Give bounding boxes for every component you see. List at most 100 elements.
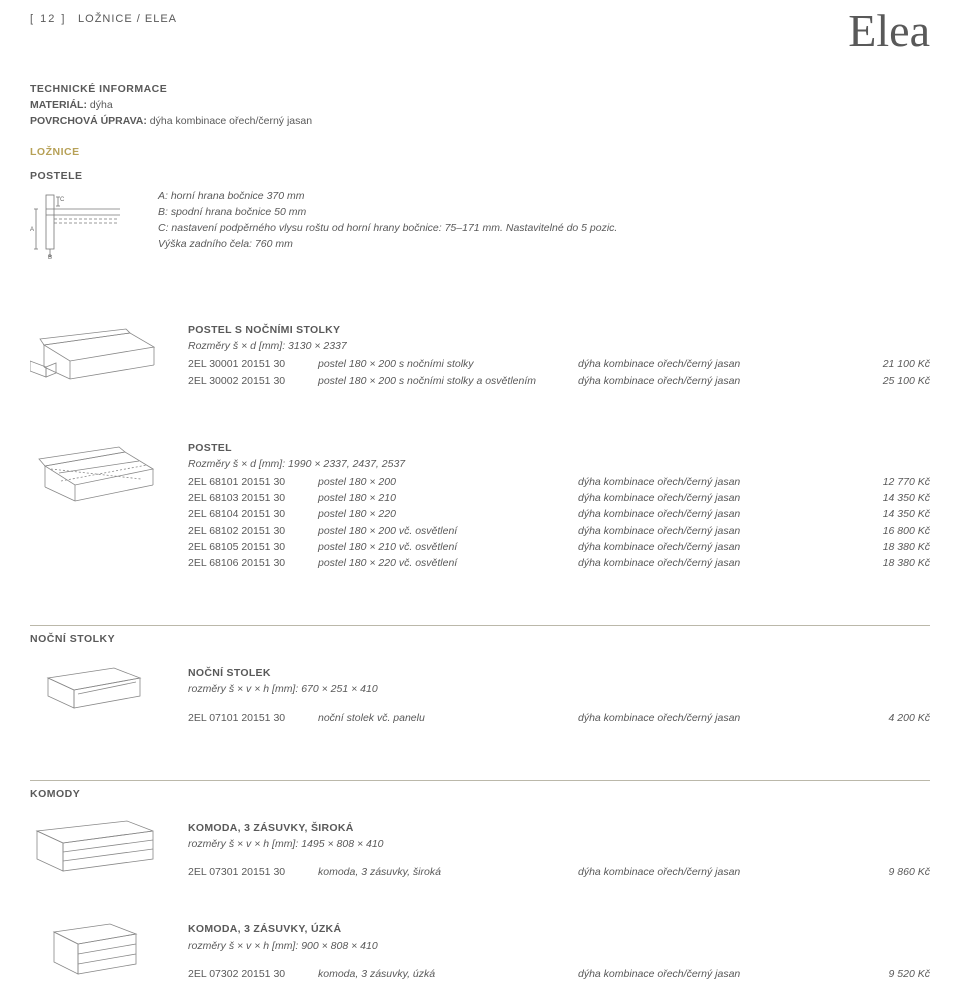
product-desc: komoda, 3 zásuvky, úzká	[318, 966, 578, 982]
product-price: 25 100 Kč	[850, 373, 930, 389]
postele-line: B: spodní hrana bočnice 50 mm	[158, 205, 617, 219]
product-price: 9 520 Kč	[850, 966, 930, 982]
product-dims: rozměry š × v × h [mm]: 670 × 251 × 410	[188, 682, 930, 696]
product-table: 2EL 07301 20151 30komoda, 3 zásuvky, šir…	[188, 864, 930, 880]
tech-info: TECHNICKÉ INFORMACE MATERIÁL: dýha POVRC…	[30, 82, 930, 129]
product-title: KOMODA, 3 ZÁSUVKY, ÚZKÁ	[188, 922, 930, 936]
table-row: 2EL 68101 20151 30postel 180 × 200dýha k…	[188, 474, 930, 490]
svg-text:A: A	[30, 227, 34, 233]
table-row: 2EL 68105 20151 30postel 180 × 210 vč. o…	[188, 539, 930, 555]
product-finish: dýha kombinace ořech/černý jasan	[578, 555, 850, 571]
product-code: 2EL 30001 20151 30	[188, 356, 318, 372]
product-desc: postel 180 × 200 s nočními stolky a osvě…	[318, 373, 578, 389]
tech-surface-label: POVRCHOVÁ ÚPRAVA:	[30, 115, 147, 127]
product-finish: dýha kombinace ořech/černý jasan	[578, 474, 850, 490]
product-table: 2EL 07302 20151 30komoda, 3 zásuvky, úzk…	[188, 966, 930, 982]
tech-surface-value: dýha kombinace ořech/černý jasan	[150, 115, 312, 127]
product-block: NOČNÍ STOLEK rozměry š × v × h [mm]: 670…	[30, 664, 930, 726]
product-price: 14 350 Kč	[850, 490, 930, 506]
product-price: 16 800 Kč	[850, 523, 930, 539]
product-code: 2EL 68102 20151 30	[188, 523, 318, 539]
product-price: 12 770 Kč	[850, 474, 930, 490]
product-desc: noční stolek vč. panelu	[318, 710, 578, 726]
product-desc: postel 180 × 200 vč. osvětlení	[318, 523, 578, 539]
product-title: KOMODA, 3 ZÁSUVKY, ŠIROKÁ	[188, 821, 930, 835]
wide-dresser-icon	[30, 819, 160, 881]
product-price: 9 860 Kč	[850, 864, 930, 880]
tech-material-value: dýha	[90, 99, 113, 111]
tech-line-material: MATERIÁL: dýha	[30, 98, 930, 112]
bed-section-diagram-icon: A C B	[30, 189, 140, 263]
product-table: 2EL 68101 20151 30postel 180 × 200dýha k…	[188, 474, 930, 571]
product-finish: dýha kombinace ořech/černý jasan	[578, 373, 850, 389]
table-row: 2EL 07101 20151 30noční stolek vč. panel…	[188, 710, 930, 726]
product-price: 18 380 Kč	[850, 555, 930, 571]
bed-with-nightstands-icon	[30, 321, 160, 389]
table-row: 2EL 68103 20151 30postel 180 × 210dýha k…	[188, 490, 930, 506]
section-divider-komody: KOMODY	[30, 780, 930, 801]
product-code: 2EL 68101 20151 30	[188, 474, 318, 490]
postele-text: A: horní hrana bočnice 370 mm B: spodní …	[158, 189, 617, 263]
tech-line-surface: POVRCHOVÁ ÚPRAVA: dýha kombinace ořech/č…	[30, 114, 930, 128]
product-finish: dýha kombinace ořech/černý jasan	[578, 523, 850, 539]
table-row: 2EL 30002 20151 30 postel 180 × 200 s no…	[188, 373, 930, 389]
product-dims: rozměry š × v × h [mm]: 900 × 808 × 410	[188, 939, 930, 953]
section-divider-nocni: NOČNÍ STOLKY	[30, 625, 930, 646]
tech-heading: TECHNICKÉ INFORMACE	[30, 82, 930, 96]
product-desc: postel 180 × 210 vč. osvětlení	[318, 539, 578, 555]
product-block: KOMODA, 3 ZÁSUVKY, ŠIROKÁ rozměry š × v …	[30, 819, 930, 881]
product-price: 4 200 Kč	[850, 710, 930, 726]
product-finish: dýha kombinace ořech/černý jasan	[578, 356, 850, 372]
product-dims: rozměry š × v × h [mm]: 1495 × 808 × 410	[188, 837, 930, 851]
postele-line: A: horní hrana bočnice 370 mm	[158, 189, 617, 203]
product-code: 2EL 07302 20151 30	[188, 966, 318, 982]
product-finish: dýha kombinace ořech/černý jasan	[578, 506, 850, 522]
postele-heading: POSTELE	[30, 169, 930, 183]
tech-material-label: MATERIÁL:	[30, 99, 87, 111]
table-row: 2EL 68102 20151 30postel 180 × 200 vč. o…	[188, 523, 930, 539]
product-finish: dýha kombinace ořech/černý jasan	[578, 490, 850, 506]
nightstand-icon	[30, 664, 160, 726]
product-desc: postel 180 × 200 s nočními stolky	[318, 356, 578, 372]
table-row: 2EL 68106 20151 30postel 180 × 220 vč. o…	[188, 555, 930, 571]
postele-line: Výška zadního čela: 760 mm	[158, 237, 617, 251]
category-heading: LOŽNICE	[30, 145, 930, 159]
section-heading-nocni: NOČNÍ STOLKY	[30, 632, 930, 646]
product-price: 14 350 Kč	[850, 506, 930, 522]
product-title: POSTEL	[188, 441, 930, 455]
svg-text:C: C	[60, 197, 65, 203]
table-row: 2EL 07301 20151 30komoda, 3 zásuvky, šir…	[188, 864, 930, 880]
product-desc: komoda, 3 zásuvky, široká	[318, 864, 578, 880]
page-path: LOŽNICE / ELEA	[78, 13, 177, 25]
product-desc: postel 180 × 210	[318, 490, 578, 506]
product-desc: postel 180 × 200	[318, 474, 578, 490]
product-code: 2EL 68104 20151 30	[188, 506, 318, 522]
product-dims: Rozměry š × d [mm]: 3130 × 2337	[188, 339, 930, 353]
product-table: 2EL 07101 20151 30noční stolek vč. panel…	[188, 710, 930, 726]
postele-line: C: nastavení podpěrného vlysu roštu od h…	[158, 221, 617, 235]
product-price: 18 380 Kč	[850, 539, 930, 555]
table-row: 2EL 30001 20151 30 postel 180 × 200 s no…	[188, 356, 930, 372]
svg-text:B: B	[48, 255, 52, 259]
bed-icon	[30, 439, 160, 571]
postele-block: A C B A: horní hrana bočnice 370 mm B: s…	[30, 189, 930, 263]
product-table: 2EL 30001 20151 30 postel 180 × 200 s no…	[188, 356, 930, 388]
product-finish: dýha kombinace ořech/černý jasan	[578, 539, 850, 555]
breadcrumb: [ 12 ] LOŽNICE / ELEA	[30, 12, 177, 27]
product-code: 2EL 68105 20151 30	[188, 539, 318, 555]
narrow-dresser-icon	[30, 920, 160, 982]
product-desc: postel 180 × 220 vč. osvětlení	[318, 555, 578, 571]
product-finish: dýha kombinace ořech/černý jasan	[578, 710, 850, 726]
product-code: 2EL 30002 20151 30	[188, 373, 318, 389]
product-dims: Rozměry š × d [mm]: 1990 × 2337, 2437, 2…	[188, 457, 930, 471]
product-finish: dýha kombinace ořech/černý jasan	[578, 966, 850, 982]
product-code: 2EL 68103 20151 30	[188, 490, 318, 506]
product-title: NOČNÍ STOLEK	[188, 666, 930, 680]
product-title: POSTEL S NOČNÍMI STOLKY	[188, 323, 930, 337]
page-number: [ 12 ]	[30, 13, 66, 25]
section-heading-komody: KOMODY	[30, 787, 930, 801]
table-row: 2EL 68104 20151 30postel 180 × 220dýha k…	[188, 506, 930, 522]
product-code: 2EL 07301 20151 30	[188, 864, 318, 880]
product-code: 2EL 07101 20151 30	[188, 710, 318, 726]
product-price: 21 100 Kč	[850, 356, 930, 372]
